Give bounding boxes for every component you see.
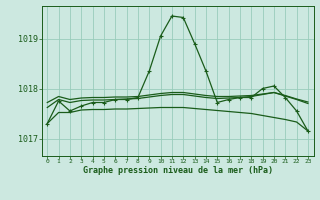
X-axis label: Graphe pression niveau de la mer (hPa): Graphe pression niveau de la mer (hPa) <box>83 166 273 175</box>
